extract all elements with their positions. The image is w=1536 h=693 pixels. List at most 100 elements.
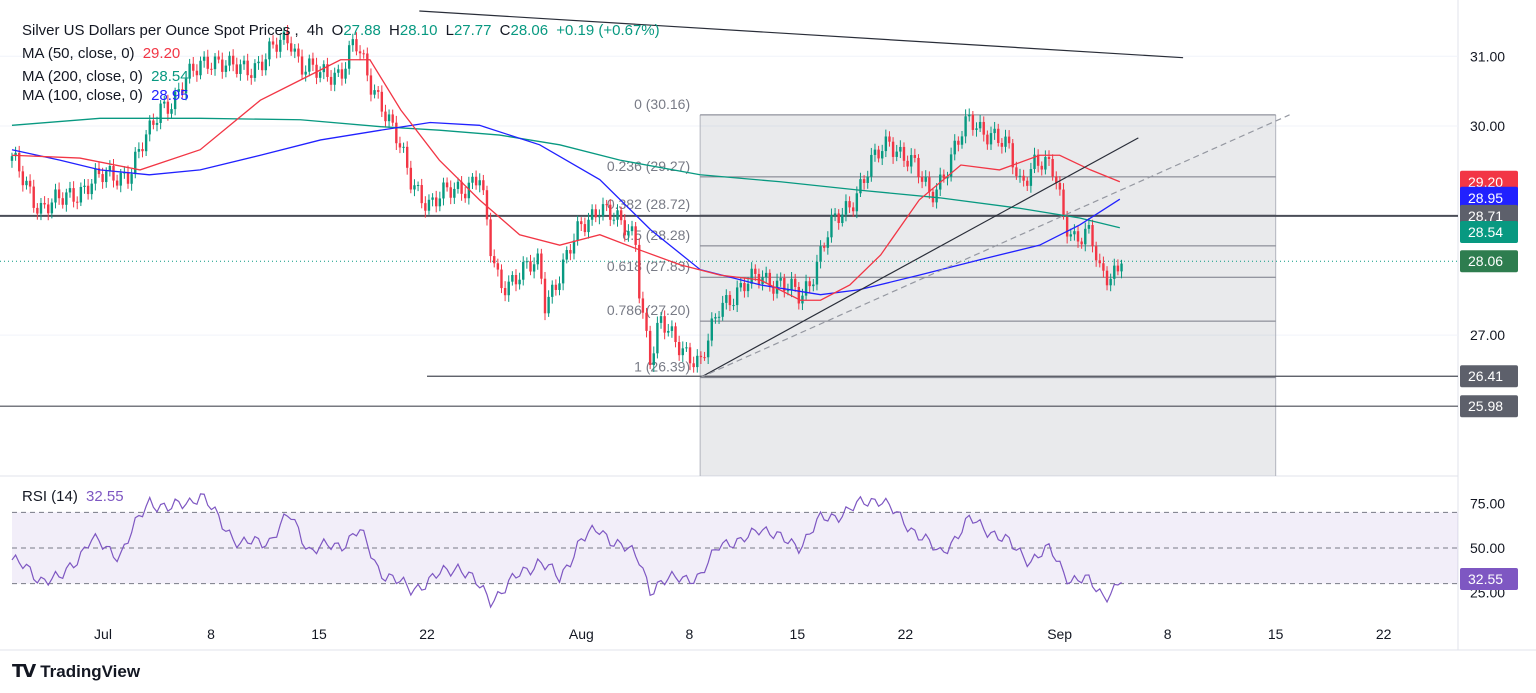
candle-body (427, 199, 431, 211)
candle-body (57, 189, 61, 199)
ma200-tag-label: 28.54 (1468, 224, 1503, 240)
ma200-label: MA (200, close, 0) (22, 68, 143, 85)
candle-body (982, 121, 985, 135)
candle-body (264, 59, 267, 71)
ma100-legend[interactable]: MA (100, close, 0) 28.95 (22, 87, 193, 104)
candle-body (551, 284, 554, 297)
candle-body (906, 160, 909, 167)
candle-body (681, 348, 684, 356)
candle-body (366, 53, 369, 76)
price-tick-label: 27.00 (1470, 327, 1505, 343)
candle-body (1047, 156, 1051, 160)
candle-body (373, 90, 376, 95)
candle-body (1000, 142, 1004, 147)
candle-body (587, 219, 590, 233)
candle-body (627, 231, 630, 236)
candle-body (957, 140, 960, 145)
candle-body (888, 136, 891, 142)
tradingview-logo[interactable]: 𝗧𝗩 TradingView (12, 661, 140, 682)
candle-body (148, 120, 151, 135)
time-tick-label: 22 (1376, 626, 1392, 642)
candle-body (275, 44, 278, 52)
candle-body (28, 180, 32, 187)
candle-body (329, 76, 333, 85)
candle-body (870, 154, 873, 177)
candle-body (340, 69, 344, 79)
rsi-label: RSI (14) (22, 488, 78, 505)
candle-body (997, 128, 1000, 143)
candle-body (108, 165, 112, 172)
ma50-label: MA (50, close, 0) (22, 45, 135, 62)
high-value: 28.10 (399, 22, 438, 39)
rsi-value-tag (1460, 568, 1518, 591)
candle-body (97, 168, 101, 175)
candle-body (511, 274, 514, 282)
candle-body (971, 114, 975, 130)
candle-body (743, 282, 746, 292)
candle-body (877, 149, 880, 159)
time-tick-label: 22 (898, 626, 914, 642)
candle-body (152, 120, 155, 125)
candle-body (612, 219, 616, 221)
candle-body (1011, 143, 1014, 168)
candle-body (598, 216, 601, 218)
fibonacci-level-label: 1 (26.39) (634, 359, 690, 375)
price-tick-label: 30.00 (1470, 118, 1505, 134)
last-price-tag (1460, 250, 1518, 273)
candle-body (746, 283, 750, 292)
candle-body (677, 342, 681, 356)
candle-body (474, 176, 478, 186)
candle-body (594, 209, 597, 218)
candle-body (536, 253, 539, 265)
fibonacci-level-label: 0 (30.16) (634, 96, 690, 112)
candle-body (119, 172, 122, 186)
candle-body (822, 246, 826, 248)
time-tick-label: Aug (569, 626, 594, 642)
candle-body (224, 65, 228, 72)
candle-body (641, 298, 645, 313)
candle-body (576, 221, 579, 241)
rsi-value-tag-label: 32.55 (1468, 571, 1503, 587)
candle-body (793, 278, 797, 287)
candle-body (362, 53, 365, 55)
candle-body (1026, 180, 1029, 186)
candle-body (406, 146, 409, 168)
open-label: O (331, 22, 344, 39)
candle-body (670, 326, 674, 331)
candle-body (478, 180, 481, 186)
candle-body (166, 101, 170, 114)
open-value: 27.88 (343, 22, 381, 39)
candle-body (289, 43, 293, 52)
time-tick-label: 22 (419, 626, 435, 642)
candle-body (1073, 231, 1076, 235)
last-price-tag-label: 28.06 (1468, 253, 1503, 269)
candle-body (10, 156, 14, 161)
candle-body (554, 284, 558, 290)
ma200-legend[interactable]: MA (200, close, 0) 28.54 (22, 68, 193, 85)
candle-body (1036, 154, 1040, 166)
candle-body (460, 181, 463, 194)
candle-body (601, 204, 605, 217)
candle-body (286, 31, 289, 44)
candle-body (706, 340, 710, 358)
candle-body (1069, 234, 1072, 237)
candle-body (141, 149, 144, 152)
candle-body (1033, 154, 1036, 170)
rsi-legend[interactable]: RSI (14) 32.55 (22, 488, 128, 505)
ma50-legend[interactable]: MA (50, close, 0) 29.20 (22, 45, 184, 62)
candle-body (413, 185, 416, 190)
candle-body (170, 109, 173, 114)
candle-body (395, 122, 398, 144)
candle-body (1087, 225, 1091, 229)
fibonacci-level-label: 0.786 (27.20) (607, 302, 690, 318)
ma50-value: 29.20 (142, 45, 181, 62)
candle-body (913, 155, 917, 158)
ma100-tag (1460, 186, 1518, 209)
candle-body (105, 171, 108, 183)
candle-body (812, 284, 815, 287)
candle-body (221, 59, 224, 72)
candle-body (1029, 169, 1033, 186)
time-tick-label: 8 (207, 626, 215, 642)
